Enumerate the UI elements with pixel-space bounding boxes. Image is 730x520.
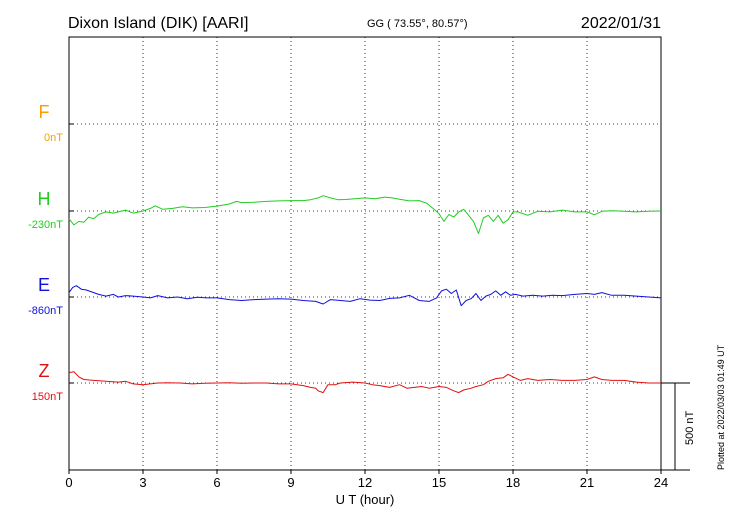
- series-Z-line: [68, 371, 661, 394]
- channel-Z-name: Z: [39, 361, 50, 381]
- series-E-line: [68, 285, 662, 307]
- series-group: [68, 195, 662, 394]
- x-tick-label: 0: [65, 475, 72, 490]
- x-tick-label: 24: [654, 475, 668, 490]
- channel-Z-baseline: 150nT: [32, 391, 63, 403]
- geographic-coords: GG ( 73.55°, 80.57°): [367, 18, 468, 30]
- x-tick-label: 9: [287, 475, 294, 490]
- channel-E-baseline: -860nT: [28, 305, 63, 317]
- x-tick-label: 6: [213, 475, 220, 490]
- plotted-timestamp: Plotted at 2022/03/03 01:49 UT: [716, 344, 726, 470]
- x-tick-label: 18: [506, 475, 520, 490]
- x-tick-label: 21: [580, 475, 594, 490]
- x-tick-label: 3: [139, 475, 146, 490]
- channel-F-baseline: 0nT: [44, 132, 63, 144]
- scale-bar-label: 500 nT: [684, 410, 696, 445]
- series-H-line: [68, 195, 662, 235]
- record-date: 2022/01/31: [581, 15, 661, 32]
- scale-bar: 500 nT: [661, 382, 696, 471]
- x-tick-labels: 0 3 6 9 12 15 18 21 24: [65, 475, 668, 490]
- channel-E-name: E: [38, 275, 50, 295]
- station-title: Dixon Island (DIK) [AARI]: [68, 15, 249, 32]
- x-tick-label: 15: [432, 475, 446, 490]
- channel-F-name: F: [39, 102, 50, 122]
- channel-H-name: H: [38, 189, 51, 209]
- channel-H-baseline: -230nT: [28, 219, 63, 231]
- channel-labels: F 0nT H -230nT E -860nT Z 150nT: [28, 102, 63, 403]
- x-tick-label: 12: [358, 475, 372, 490]
- gridlines: [68, 37, 662, 474]
- x-axis-label: U T (hour): [336, 492, 395, 507]
